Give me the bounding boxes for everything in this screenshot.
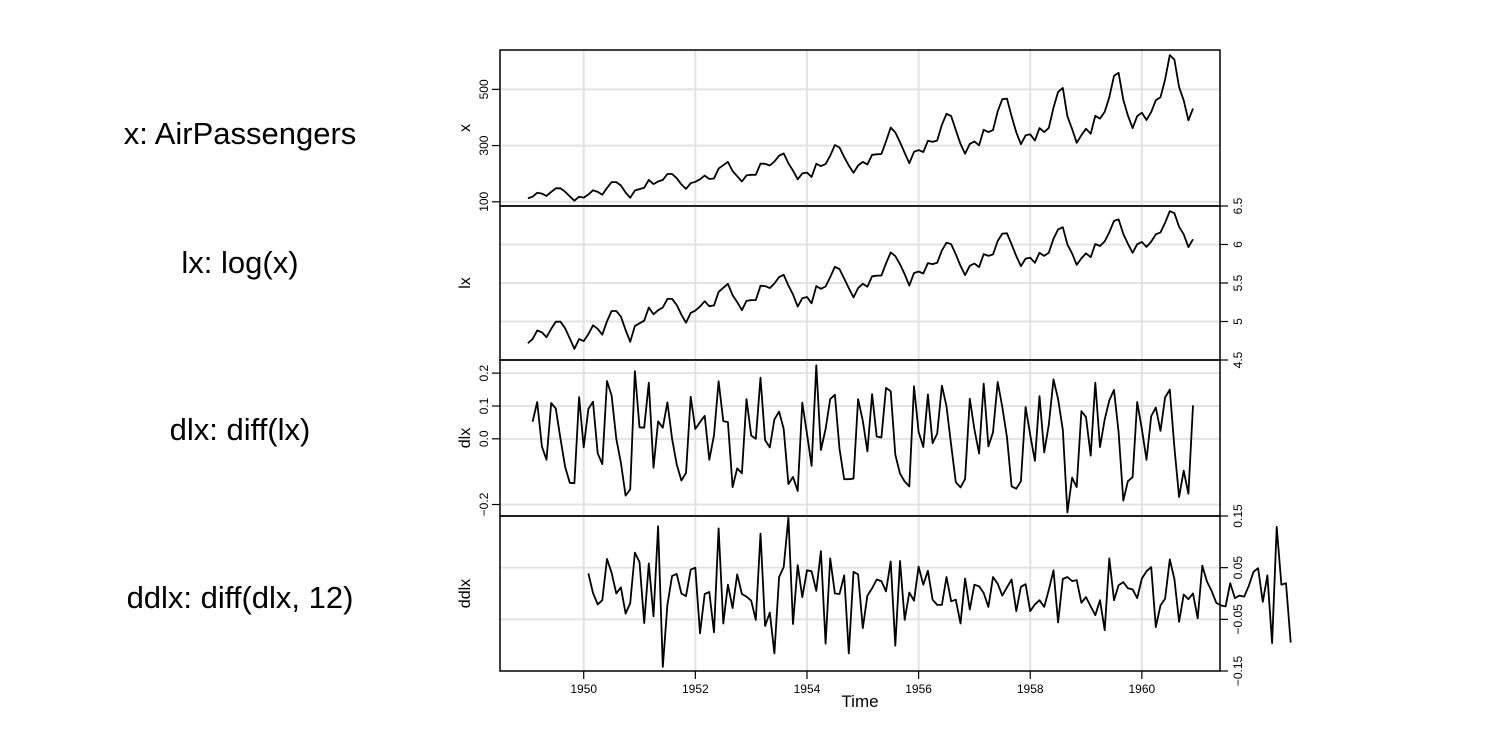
panel-border [499, 515, 1221, 672]
y-tick-label: 6 [1231, 241, 1245, 248]
y-axis-title-ddlx: ddlx [457, 579, 474, 608]
series-line-x [527, 54, 1194, 202]
y-tick-label: 5.5 [1231, 274, 1245, 291]
y-tick-label: 0.1 [477, 397, 491, 414]
y-tick-label: −0.2 [477, 492, 491, 516]
y-tick-label: 4.5 [1231, 351, 1245, 368]
label-dlx: dlx: diff(lx) [169, 412, 311, 447]
label-lx: lx: log(x) [181, 245, 299, 280]
x-axis-title: Time [841, 692, 878, 711]
x-tick-label: 1958 [1017, 682, 1044, 696]
y-tick-label: 5 [1231, 318, 1245, 325]
y-tick-label: 300 [477, 135, 491, 155]
y-tick-label: −0.15 [1231, 655, 1245, 686]
panel-x: 100 300 500 x [457, 49, 1221, 212]
x-tick-label: 1954 [794, 682, 821, 696]
y-tick-label: 100 [477, 191, 491, 211]
series-line-dlx [531, 364, 1194, 514]
x-tick-label: 1950 [570, 682, 597, 696]
x-tick-label: 1960 [1129, 682, 1156, 696]
label-ddlx: ddlx: diff(dlx, 12) [126, 580, 354, 615]
y-tick-label: 6.5 [1231, 197, 1245, 214]
panel-border [499, 49, 1221, 207]
y-tick-label: 0.0 [477, 430, 491, 447]
y-tick-label: 500 [477, 79, 491, 99]
series-line-lx [527, 210, 1194, 350]
label-x: x: AirPassengers [123, 116, 357, 151]
y-tick-label: 0.2 [477, 364, 491, 381]
y-axis-title-x: x [457, 124, 474, 132]
y-tick-label: 0.15 [1231, 504, 1245, 528]
y-axis-title-dlx: dlx [457, 428, 474, 448]
panel-dlx: −0.2 0.0 0.1 0.2 dlx [457, 359, 1221, 517]
series-line-ddlx [587, 516, 1292, 668]
panel-lx: 4.5 5 5.5 6 6.5 lx [457, 197, 1245, 368]
panel-ddlx: −0.15 −0.05 0.05 0.15 ddlx [457, 504, 1292, 686]
y-tick-label: 0.05 [1231, 556, 1245, 580]
y-tick-label: −0.05 [1231, 604, 1245, 635]
x-tick-label: 1956 [905, 682, 932, 696]
y-axis-title-lx: lx [457, 277, 474, 289]
x-tick-label: 1952 [682, 682, 709, 696]
